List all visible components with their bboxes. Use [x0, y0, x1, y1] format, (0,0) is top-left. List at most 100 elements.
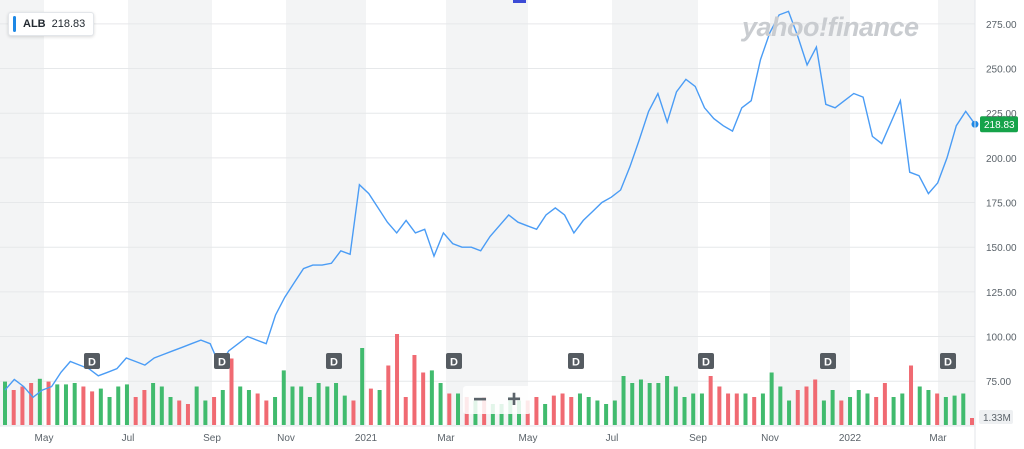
volume-bar — [377, 390, 382, 425]
zoom-in-button[interactable]: + — [506, 386, 521, 413]
volume-bar — [194, 386, 199, 425]
dividend-marker — [446, 353, 462, 369]
time-band — [0, 0, 44, 426]
volume-bar — [151, 383, 156, 425]
price-tag — [980, 116, 1018, 133]
volume-bar — [3, 381, 7, 425]
volume-bar — [970, 418, 974, 425]
volume-bar — [612, 400, 617, 425]
volume-bar — [760, 393, 765, 425]
zoom-out-button[interactable]: − — [472, 386, 487, 413]
y-tick-label: 200.00 — [986, 154, 1017, 165]
dividend-marker — [698, 353, 714, 369]
dividend-label: D — [88, 357, 96, 369]
volume-bar — [11, 390, 16, 425]
volume-bar — [290, 386, 295, 425]
volume-label: 1.33M — [983, 413, 1011, 424]
x-tick-label: Mar — [929, 433, 947, 444]
dividend-marker — [568, 353, 584, 369]
volume-bar — [813, 379, 818, 425]
volume-bar — [560, 393, 565, 425]
volume-bar — [229, 358, 234, 425]
y-tick-label: 225.00 — [986, 109, 1017, 120]
dividend-marker — [214, 353, 230, 369]
volume-bar — [821, 400, 826, 425]
dividend-label: D — [330, 357, 338, 369]
x-axis: May Jul Sep Nov 2021 Mar May Jul Sep Nov 2022 Mar — [0, 425, 975, 444]
horizontal-gridlines — [0, 23, 975, 382]
volume-bar — [665, 376, 670, 425]
volume-bar — [856, 390, 861, 425]
volume-bar — [708, 376, 713, 425]
dividend-marker — [940, 353, 956, 369]
volume-bar — [647, 383, 652, 425]
dividend-marker — [84, 353, 100, 369]
x-tick-label: May — [519, 433, 538, 444]
volume-bar — [429, 370, 434, 425]
volume-bar — [299, 386, 304, 425]
volume-bar — [726, 393, 731, 425]
time-band — [770, 0, 850, 426]
volume-bar — [368, 388, 373, 425]
volume-bar — [46, 381, 51, 425]
volume-bar — [900, 393, 905, 425]
volume-bar — [656, 383, 661, 425]
volume-bar — [743, 393, 748, 425]
volume-bar — [586, 397, 591, 425]
volume-bar — [98, 388, 103, 425]
volume-bar — [246, 390, 251, 425]
dividend-label: D — [824, 357, 832, 369]
volume-bar — [917, 386, 922, 425]
volume-bar — [926, 390, 931, 425]
volume-bar — [238, 386, 243, 425]
volume-bar — [882, 383, 887, 425]
dividend-label: D — [572, 357, 580, 369]
volume-bar — [865, 393, 870, 425]
volume-bar — [673, 386, 678, 425]
x-tick-label: Mar — [437, 433, 455, 444]
x-tick-label: Jul — [606, 433, 619, 444]
volume-bar — [577, 393, 582, 425]
x-tick-label: Nov — [277, 433, 295, 444]
volume-bar — [447, 393, 452, 425]
zoom-controls[interactable]: − + — [463, 386, 531, 414]
volume-bar — [795, 390, 800, 425]
volume-bar — [630, 383, 635, 425]
time-band — [612, 0, 698, 426]
x-tick-label: Jul — [122, 433, 135, 444]
volume-bar — [769, 372, 774, 425]
volume-bar — [273, 397, 278, 425]
volume-bar — [351, 400, 356, 425]
time-band — [128, 0, 212, 426]
volume-bar — [891, 397, 896, 425]
volume-bar — [752, 397, 757, 425]
volume-bar — [534, 397, 539, 425]
volume-bar — [185, 404, 190, 425]
x-tick-label: 2022 — [839, 433, 862, 444]
volume-bar — [395, 334, 400, 425]
x-tick-label: May — [35, 433, 54, 444]
y-tick-label: 150.00 — [986, 243, 1017, 254]
range-indicator — [513, 0, 526, 3]
volume-bar — [159, 386, 164, 425]
volume-bar — [212, 397, 217, 425]
y-axis: 75.00 100.00 125.00 150.00 175.00 200.00 225.0… — [974, 0, 1017, 449]
volume-bar — [952, 395, 957, 425]
volume-bar — [177, 400, 182, 425]
volume-bar — [20, 386, 25, 425]
volume-bar — [133, 397, 138, 425]
volume-bar — [804, 386, 809, 425]
volume-bar — [734, 393, 739, 425]
volume-bar — [621, 376, 626, 425]
volume-bar — [787, 400, 792, 425]
volume-bar — [403, 397, 408, 425]
volume-bar — [220, 390, 225, 425]
volume-bar — [55, 384, 60, 425]
dividend-label: D — [450, 357, 458, 369]
ticker-legend[interactable]: ALB 218.83 — [8, 12, 95, 36]
volume-bar — [874, 397, 879, 425]
volume-bar — [421, 372, 426, 425]
price-line-layer: 218.83 — [4, 10, 1018, 399]
volume-bar — [203, 400, 208, 425]
